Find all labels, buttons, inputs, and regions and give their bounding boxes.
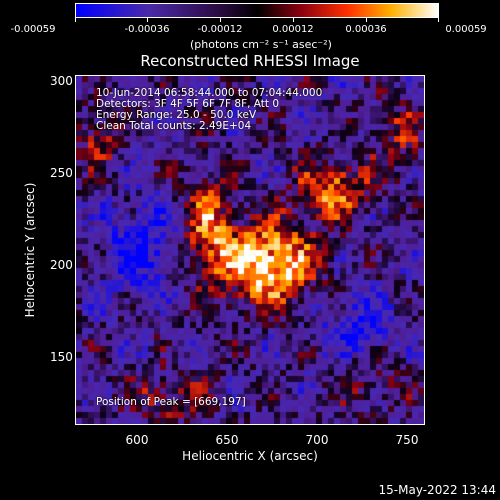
annotation-peak: Position of Peak = [669,197]: [96, 396, 246, 408]
colorbar-tickmark: [366, 18, 367, 22]
date-stamp: 15-May-2022 13:44: [378, 483, 496, 497]
colorbar: [75, 3, 439, 18]
annotation-detectors: Detectors: 3F 4F 5F 6F 7F 8F, Att 0: [96, 98, 280, 110]
colorbar-tickmark: [293, 18, 294, 22]
y-tick-label: 250: [50, 166, 73, 180]
x-axis-label: Heliocentric X (arcsec): [182, 449, 318, 463]
colorbar-tick-label: 0.00036: [345, 24, 387, 35]
image-plot: 10-Jun-2014 06:58:44.000 to 07:04:44.000…: [75, 75, 425, 425]
x-tick-label: 700: [305, 433, 329, 447]
colorbar-tick-label: -0.00059: [10, 24, 56, 35]
colorbar-tickmark: [438, 18, 439, 22]
colorbar-tick-label: -0.00036: [124, 24, 170, 35]
y-tick-label: 300: [50, 74, 73, 88]
colorbar-tickmark: [75, 18, 76, 22]
annotation-time: 10-Jun-2014 06:58:44.000 to 07:04:44.000: [96, 87, 323, 99]
x-tick-label: 750: [395, 433, 419, 447]
y-tick-label: 150: [50, 350, 73, 364]
flare-heatmap: [76, 76, 424, 424]
annotation-energy: Energy Range: 25.0 - 50.0 keV: [96, 109, 257, 121]
y-tick-label: 200: [50, 258, 73, 272]
colorbar-tick-label: -0.00012: [197, 24, 243, 35]
colorbar-tick-label: 0.00012: [272, 24, 314, 35]
x-tick-label: 600: [125, 433, 149, 447]
annotation-clean: Clean Total counts: 2.49E+04: [96, 120, 252, 132]
colorbar-units: (photons cm⁻² s⁻¹ asec⁻²): [190, 38, 332, 51]
colorbar-tickmark: [147, 18, 148, 22]
colorbar-tickmark: [220, 18, 221, 22]
y-axis-label: Heliocentric Y (arcsec): [23, 182, 37, 318]
plot-title: Reconstructed RHESSI Image: [140, 52, 360, 70]
x-tick-label: 650: [215, 433, 239, 447]
colorbar-tick-label: 0.00059: [445, 24, 487, 35]
